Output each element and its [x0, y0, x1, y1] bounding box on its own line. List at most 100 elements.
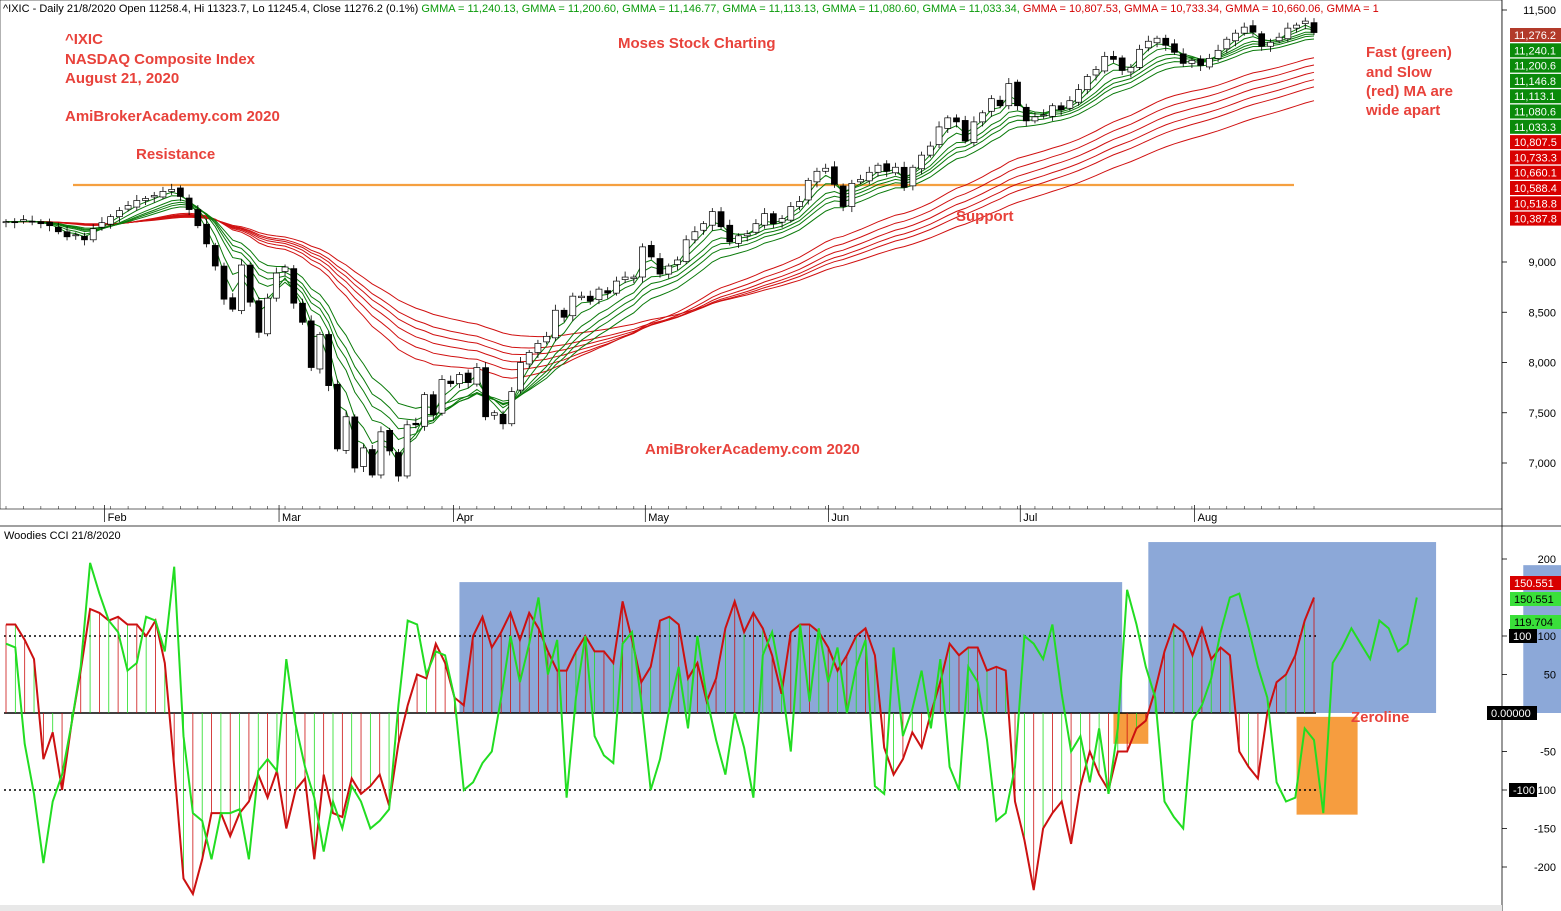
- candle-body: [290, 268, 298, 304]
- header-symbol: ^IXIC: [3, 3, 30, 15]
- gmma-tag-label: 10,387.8: [1514, 214, 1557, 226]
- candle-body: [1057, 105, 1065, 111]
- candle-body: [360, 447, 367, 467]
- annotation-support: Support: [956, 208, 1014, 225]
- candle-body: [1110, 56, 1117, 60]
- candle-body: [796, 201, 803, 207]
- candle-body: [813, 170, 821, 183]
- cci-y-tick-label: -50: [1540, 747, 1556, 759]
- gmma-tag-label: 10,807.5: [1514, 137, 1557, 149]
- candle-body: [194, 209, 202, 227]
- annotation-ma-note-2: and Slow: [1366, 64, 1432, 81]
- candle-body: [1075, 89, 1082, 103]
- candle-body: [1197, 58, 1204, 66]
- cci-ref-tag-label: 0.00000: [1491, 708, 1531, 720]
- header-gmma-4: GMMA = 11,113.13,: [719, 3, 819, 15]
- candle-body: [1258, 33, 1266, 47]
- candle-body: [159, 191, 167, 198]
- cci-ref-tag: [1509, 629, 1537, 643]
- candle-body: [761, 213, 768, 226]
- candle-body: [926, 145, 934, 156]
- header-gmma-6: GMMA = 11,033.34,: [919, 3, 1019, 15]
- candle-body: [1031, 116, 1039, 122]
- candle-body: [1206, 58, 1213, 68]
- price-y-tick-label: 8,500: [1528, 307, 1556, 319]
- annotation-resistance: Resistance: [136, 146, 215, 163]
- candle-body: [691, 231, 699, 241]
- candle-body: [421, 394, 428, 427]
- candle-body: [621, 276, 629, 280]
- header-gmma-9: GMMA = 10,660.06,: [1222, 3, 1323, 15]
- candle-body: [953, 117, 960, 123]
- candle-body: [1249, 25, 1257, 33]
- candle-body: [1040, 114, 1048, 117]
- candlesticks: [2, 17, 1318, 482]
- gmma-tag-label: 11,240.1: [1514, 45, 1556, 57]
- candle-body: [944, 117, 952, 129]
- candle-body: [1214, 49, 1222, 59]
- candle-body: [177, 187, 184, 197]
- candle-body: [386, 430, 394, 452]
- cci-value-tags: 150.551 150.551 119.704: [1510, 576, 1561, 629]
- cci-highlight-zones: [459, 542, 1561, 815]
- cci-y-tick-label: -100: [1534, 785, 1556, 797]
- annotation-site-mid: AmiBrokerAcademy.com 2020: [645, 441, 860, 458]
- header-gmma-7: GMMA = 10,807.53,: [1020, 3, 1121, 15]
- candle-body: [717, 211, 725, 228]
- candle-body: [89, 228, 97, 241]
- cci-y-tick-label: -150: [1534, 824, 1556, 836]
- gmma-tag: [1510, 89, 1561, 104]
- month-label: Mar: [282, 512, 301, 524]
- gmma-tag: [1510, 73, 1561, 88]
- candle-body: [1301, 20, 1309, 24]
- gmma-value-tags: 11,276.2 11,240.1 11,200.6 11,146.8 11,113.1…: [1510, 28, 1561, 226]
- candle-body: [63, 231, 71, 238]
- candle-body: [334, 383, 341, 450]
- candle-body: [473, 367, 481, 385]
- gmma-tag-label: 11,276.2: [1514, 30, 1556, 42]
- candle-body: [429, 394, 437, 416]
- candle-body: [935, 126, 943, 145]
- candle-body: [150, 195, 158, 198]
- annotation-ma-note-1: Fast (green): [1366, 44, 1452, 61]
- candle-body: [447, 380, 455, 384]
- horizontal-scrollbar[interactable]: [0, 905, 1502, 911]
- gmma-tag: [1510, 165, 1561, 180]
- candle-body: [499, 413, 507, 425]
- candle-body: [656, 258, 664, 275]
- price-y-tick-label: 8,000: [1528, 358, 1556, 370]
- candle-body: [211, 245, 219, 267]
- cci-title: Woodies CCI 21/8/2020: [4, 530, 121, 542]
- gmma-tag: [1510, 135, 1561, 150]
- candle-body: [281, 266, 289, 272]
- candle-body: [325, 334, 332, 386]
- candle-body: [979, 112, 986, 123]
- gmma-tag: [1510, 150, 1561, 165]
- candle-body: [770, 213, 777, 225]
- candle-body: [412, 422, 420, 426]
- candle-body: [246, 264, 254, 303]
- candle-body: [665, 265, 673, 275]
- candle-body: [735, 235, 742, 244]
- candle-body: [98, 222, 106, 228]
- candle-body: [1144, 40, 1152, 49]
- gmma-tag: [1510, 119, 1561, 134]
- candle-body: [1153, 37, 1161, 44]
- candle-body: [613, 280, 620, 294]
- candle-body: [543, 336, 550, 343]
- chart-header: ^IXIC - Daily 21/8/2020 Open 11258.4, Hi…: [3, 3, 1379, 15]
- cci-ref-tag: [1487, 706, 1537, 720]
- candle-body: [865, 171, 873, 182]
- candle-body: [682, 239, 690, 262]
- candle-body: [839, 185, 847, 207]
- candle-body: [874, 164, 882, 173]
- fast-ma-line: [5, 35, 1315, 421]
- candle-body: [395, 452, 402, 477]
- candle-body: [1066, 100, 1074, 109]
- cci-y-tick-label: 100: [1538, 631, 1556, 643]
- candle-body: [1014, 81, 1021, 107]
- candle-body: [11, 221, 19, 224]
- gmma-tag: [1510, 43, 1561, 58]
- month-label: Jun: [831, 512, 849, 524]
